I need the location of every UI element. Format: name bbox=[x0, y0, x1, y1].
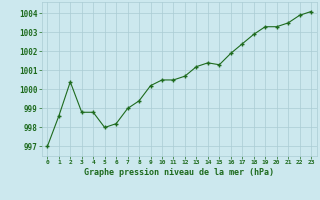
X-axis label: Graphe pression niveau de la mer (hPa): Graphe pression niveau de la mer (hPa) bbox=[84, 168, 274, 177]
